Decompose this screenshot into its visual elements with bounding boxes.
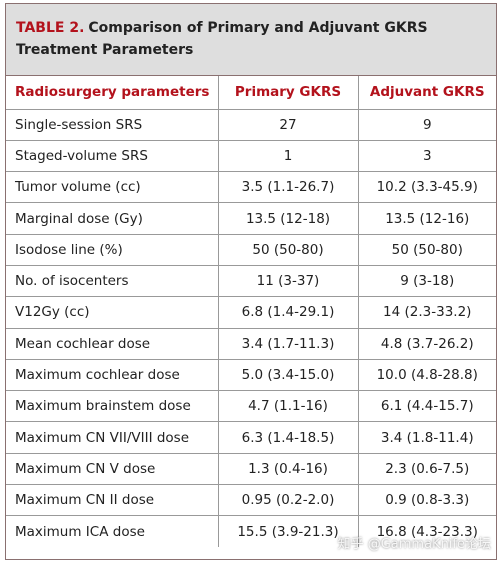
table-cell: 9 (3-18) [357, 265, 496, 298]
table-row: Maximum CN VII/VIII dose 6.3 (1.4-18.5) 3.… [6, 421, 496, 454]
table-cell: 3.5 (1.1-26.7) [217, 171, 358, 204]
table-cell: 0.95 (0.2-2.0) [217, 484, 358, 517]
table-cell: 3.4 (1.8-11.4) [357, 421, 496, 454]
table-cell: Maximum CN VII/VIII dose [6, 421, 218, 454]
table-cell: Maximum ICA dose [15, 523, 145, 540]
table-cell: 9 [357, 109, 496, 141]
table-title: TABLE 2. Comparison of Primary and Adjuva… [6, 4, 496, 76]
table-cell: 15.5 (3.9-21.3) [217, 515, 358, 548]
table-row: Maximum CN II dose 0.95 (0.2-2.0) 0.9 (0.8… [6, 484, 496, 517]
table-cell: 2.3 (0.6-7.5) [357, 453, 496, 486]
watermark: 知乎 @GammaKnife论坛 [337, 537, 491, 552]
table-cell: 13.5 (12-18) [217, 202, 358, 235]
table-row: Single-session SRS 27 9 [6, 109, 496, 141]
table-row: Staged-volume SRS 1 3 [6, 140, 496, 173]
table-cell: Mean cochlear dose [6, 328, 218, 360]
table-cell: V12Gy (cc) [6, 296, 218, 329]
title-text: Comparison of Primary and Adjuvant GKRS … [16, 20, 428, 58]
table-cell: Maximum brainstem dose [6, 390, 218, 423]
table-row: No. of isocenters 11 (3-37) 9 (3-18) [6, 265, 496, 298]
header-cell: Adjuvant GKRS [357, 76, 496, 110]
table-cell: Isodose line (%) [6, 234, 218, 266]
table-cell: Maximum CN V dose [6, 453, 218, 486]
table-cell: 10.2 (3.3-45.9) [357, 171, 496, 204]
table-cell: 6.8 (1.4-29.1) [217, 296, 358, 329]
table-cell: 27 [217, 109, 358, 141]
table-cell: 5.0 (3.4-15.0) [217, 359, 358, 392]
table-body: Radiosurgery parameters Primary GKRS Adjuv… [6, 76, 496, 548]
table-cell: 13.5 (12-16) [357, 202, 496, 235]
table-cell: 3 [357, 140, 496, 173]
table-row: Mean cochlear dose 3.4 (1.7-11.3) 4.8 (3.7… [6, 328, 496, 360]
table-row: Marginal dose (Gy) 13.5 (12-18) 13.5 (12-1… [6, 202, 496, 235]
table-cell: 10.0 (4.8-28.8) [357, 359, 496, 392]
table: Radiosurgery parameters Primary GKRS Adjuv… [6, 76, 496, 548]
table-cell: 0.9 (0.8-3.3) [357, 484, 496, 517]
table-cell: 3.4 (1.7-11.3) [217, 328, 358, 360]
table-row: Maximum CN V dose 1.3 (0.4-16) 2.3 (0.6-7.… [6, 453, 496, 486]
table-cell: 50 (50-80) [357, 234, 496, 266]
table-row: Maximum brainstem dose 4.7 (1.1-16) 6.1 (4… [6, 390, 496, 423]
table-cell: Staged-volume SRS [6, 140, 218, 173]
header-cell: Radiosurgery parameters [6, 76, 218, 110]
title-label: TABLE 2. [16, 20, 85, 36]
header-cell: Primary GKRS [217, 76, 358, 110]
table-cell: 6.3 (1.4-18.5) [217, 421, 358, 454]
table-cell: 11 (3-37) [217, 265, 358, 298]
table-row: Tumor volume (cc) 3.5 (1.1-26.7) 10.2 (3.3… [6, 171, 496, 204]
table-cell: Maximum cochlear dose [6, 359, 218, 392]
table-row: Isodose line (%) 50 (50-80) 50 (50-80) [6, 234, 496, 266]
table-cell: 4.7 (1.1-16) [217, 390, 358, 423]
table-cell: Single-session SRS [6, 109, 218, 141]
table-cell: Tumor volume (cc) [6, 171, 218, 204]
table-row: V12Gy (cc) 6.8 (1.4-29.1) 14 (2.3-33.2) [6, 296, 496, 329]
header-row: Radiosurgery parameters Primary GKRS Adjuv… [6, 76, 496, 110]
table-cell: 1.3 (0.4-16) [217, 453, 358, 486]
table-cell: 4.8 (3.7-26.2) [357, 328, 496, 360]
table-cell: 6.1 (4.4-15.7) [357, 390, 496, 423]
table-cell: 16.8 (4.3-23.3) [357, 515, 496, 548]
table-card: TABLE 2. Comparison of Primary and Adjuva… [5, 3, 497, 560]
table-row: Maximum cochlear dose 5.0 (3.4-15.0) 10.0 … [6, 359, 496, 392]
table-cell: 50 (50-80) [217, 234, 358, 266]
table-row: Maximum ICA dose 15.5 (3.9-21.3) 16.8 (4.3… [6, 515, 496, 548]
table-cell: 1 [217, 140, 358, 173]
table-cell: Maximum CN II dose [6, 484, 218, 517]
table-cell: No. of isocenters [6, 265, 218, 298]
table-cell: 14 (2.3-33.2) [357, 296, 496, 329]
table-cell: Marginal dose (Gy) [6, 202, 218, 235]
